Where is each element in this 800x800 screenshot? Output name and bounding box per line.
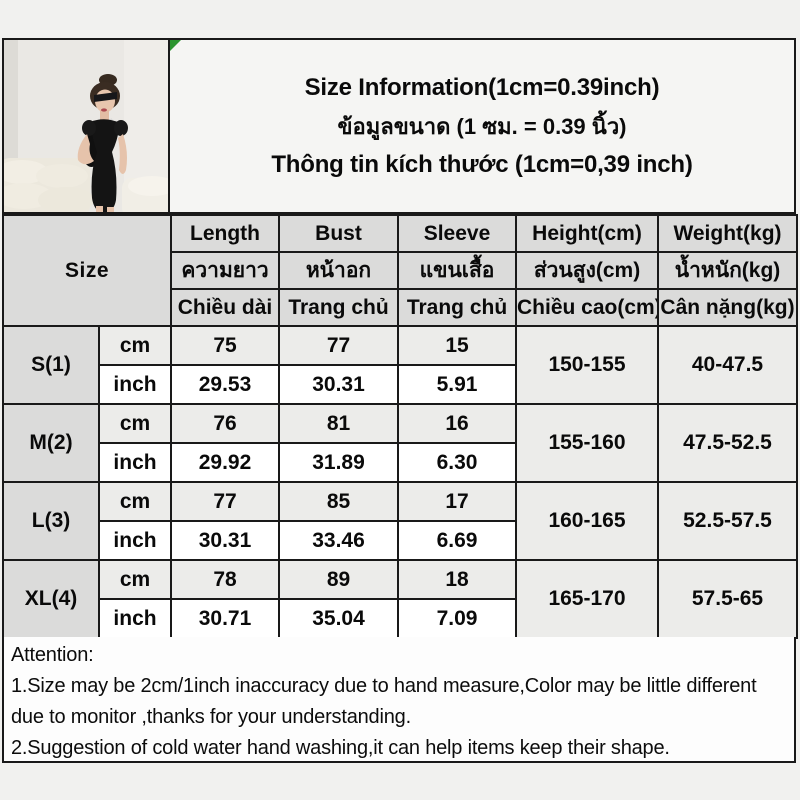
col-header-sleeve-en: Sleeve	[397, 214, 517, 253]
unit-inch: inch	[98, 598, 172, 639]
unit-cm: cm	[98, 559, 172, 600]
unit-inch: inch	[98, 364, 172, 405]
col-header-weight-th: น้ำหนัก(kg)	[657, 251, 798, 290]
col-header-bust-vi: Trang chủ	[278, 288, 399, 327]
cell-xl-height: 165-170	[515, 559, 659, 639]
cell-m-bust-inch: 31.89	[278, 442, 399, 483]
cell-s-height: 150-155	[515, 325, 659, 405]
size-corner-header: Size	[2, 214, 172, 327]
title-cell: Size Information(1cm=0.39inch) ข้อมูลขนา…	[170, 40, 794, 212]
photo-model	[77, 74, 128, 212]
unit-inch: inch	[98, 442, 172, 483]
col-header-bust-th: หน้าอก	[278, 251, 399, 290]
row-label-s: S(1)	[2, 325, 100, 405]
col-header-length-vi: Chiều dài	[170, 288, 280, 327]
cell-m-bust-cm: 81	[278, 403, 399, 444]
col-header-height-en: Height(cm)	[515, 214, 659, 253]
top-section: Size Information(1cm=0.39inch) ข้อมูลขนา…	[2, 38, 796, 214]
cell-m-weight: 47.5-52.5	[657, 403, 798, 483]
attention-note-1: 1.Size may be 2cm/1inch inaccuracy due t…	[11, 675, 757, 728]
col-header-sleeve-vi: Trang chủ	[397, 288, 517, 327]
cell-error-indicator-icon	[170, 40, 181, 51]
col-header-weight-vi: Cân nặng(kg)	[657, 288, 798, 327]
row-label-xl: XL(4)	[2, 559, 100, 639]
cell-l-bust-cm: 85	[278, 481, 399, 522]
cell-s-sleeve-inch: 5.91	[397, 364, 517, 405]
col-header-sleeve-th: แขนเสื้อ	[397, 251, 517, 290]
cell-xl-length-cm: 78	[170, 559, 280, 600]
col-header-length-en: Length	[170, 214, 280, 253]
cell-xl-bust-inch: 35.04	[278, 598, 399, 639]
size-chart-table: Size Length Bust Sleeve Height(cm) Weigh…	[2, 214, 798, 639]
row-label-m: M(2)	[2, 403, 100, 483]
cell-s-weight: 40-47.5	[657, 325, 798, 405]
cell-s-bust-inch: 30.31	[278, 364, 399, 405]
col-header-length-th: ความยาว	[170, 251, 280, 290]
cell-m-sleeve-cm: 16	[397, 403, 517, 444]
cell-s-length-inch: 29.53	[170, 364, 280, 405]
cell-l-sleeve-inch: 6.69	[397, 520, 517, 561]
cell-m-sleeve-inch: 6.30	[397, 442, 517, 483]
cell-xl-weight: 57.5-65	[657, 559, 798, 639]
cell-l-bust-inch: 33.46	[278, 520, 399, 561]
col-header-height-vi: Chiều cao(cm)	[515, 288, 659, 327]
attention-heading: Attention:	[11, 644, 94, 666]
cell-s-sleeve-cm: 15	[397, 325, 517, 366]
cell-m-length-inch: 29.92	[170, 442, 280, 483]
attention-box: Attention: 1.Size may be 2cm/1inch inacc…	[2, 637, 796, 763]
cell-l-length-inch: 30.31	[170, 520, 280, 561]
page-title-th: ข้อมูลขนาด (1 ซม. = 0.39 นิ้ว)	[337, 113, 627, 139]
cell-l-sleeve-cm: 17	[397, 481, 517, 522]
attention-note-2: 2.Suggestion of cold water hand washing,…	[11, 737, 670, 759]
unit-cm: cm	[98, 325, 172, 366]
photo-sofa	[4, 158, 168, 212]
product-photo-illustration	[4, 40, 168, 212]
cell-m-height: 155-160	[515, 403, 659, 483]
unit-cm: cm	[98, 481, 172, 522]
col-header-height-th: ส่วนสูง(cm)	[515, 251, 659, 290]
product-photo	[4, 40, 170, 212]
cell-l-weight: 52.5-57.5	[657, 481, 798, 561]
cell-m-length-cm: 76	[170, 403, 280, 444]
cell-xl-bust-cm: 89	[278, 559, 399, 600]
unit-cm: cm	[98, 403, 172, 444]
cell-s-length-cm: 75	[170, 325, 280, 366]
cell-xl-sleeve-cm: 18	[397, 559, 517, 600]
col-header-weight-en: Weight(kg)	[657, 214, 798, 253]
page-title-en: Size Information(1cm=0.39inch)	[304, 73, 660, 101]
cell-l-height: 160-165	[515, 481, 659, 561]
col-header-bust-en: Bust	[278, 214, 399, 253]
page-title-vi: Thông tin kích thước (1cm=0,39 inch)	[271, 150, 693, 178]
unit-inch: inch	[98, 520, 172, 561]
row-label-l: L(3)	[2, 481, 100, 561]
cell-s-bust-cm: 77	[278, 325, 399, 366]
cell-xl-sleeve-inch: 7.09	[397, 598, 517, 639]
cell-l-length-cm: 77	[170, 481, 280, 522]
cell-xl-length-inch: 30.71	[170, 598, 280, 639]
